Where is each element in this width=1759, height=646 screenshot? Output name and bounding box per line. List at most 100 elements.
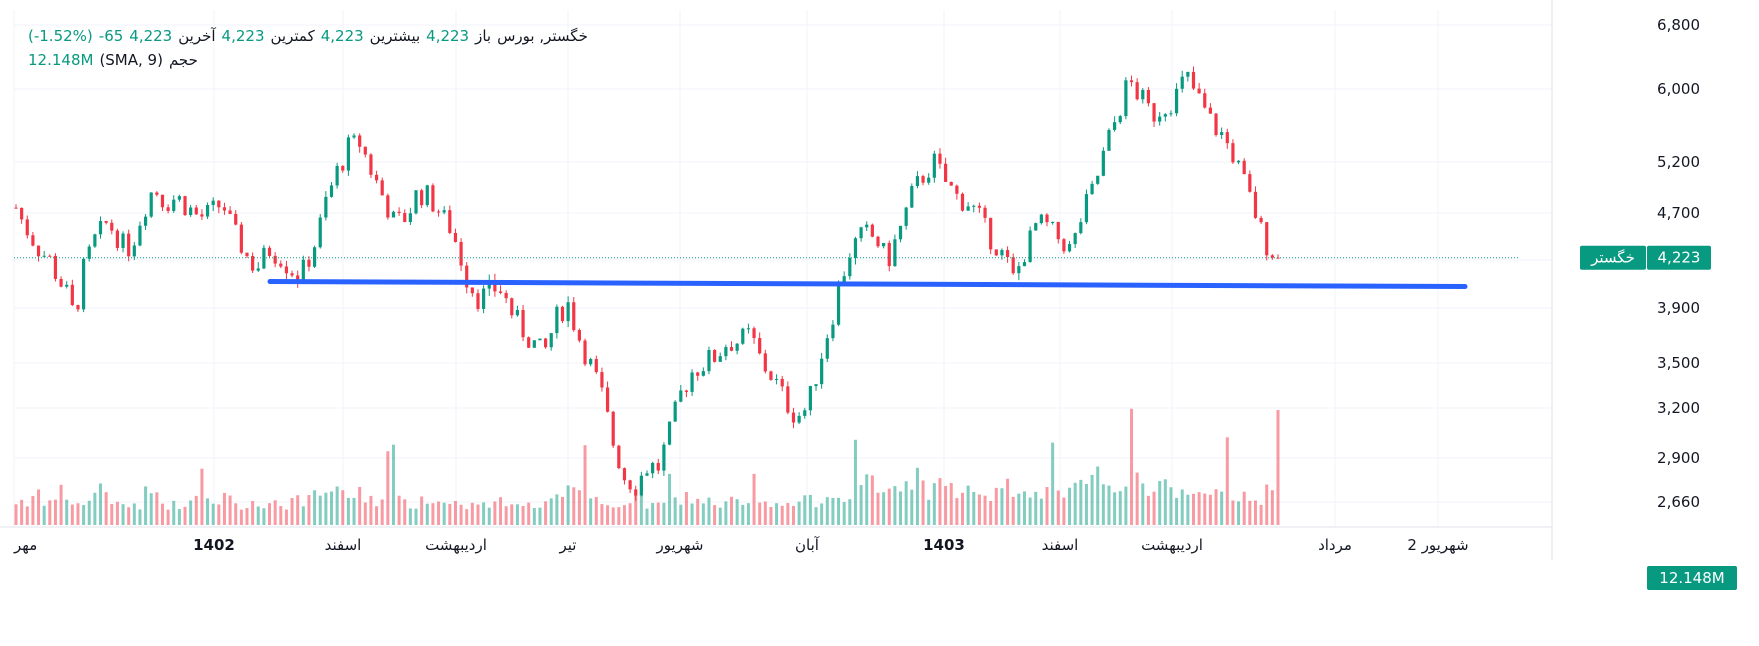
x-tick-label: مرداد <box>1318 536 1352 554</box>
candle-body <box>842 276 846 285</box>
candle-body <box>1107 129 1111 151</box>
volume-bar <box>1186 494 1190 525</box>
volume-bar <box>1017 493 1021 525</box>
volume-bar <box>684 492 688 525</box>
candle-body <box>1017 266 1021 274</box>
volume-bar <box>594 497 598 525</box>
volume-bar <box>566 485 570 525</box>
legend-change-pct: (-1.52%) <box>28 27 93 45</box>
candle-body <box>910 186 914 208</box>
legend-symbol[interactable]: خگستر, بورس <box>497 27 588 45</box>
volume-bar <box>910 489 914 525</box>
price-tags: خگستر 4,223 12.148M <box>1580 245 1737 590</box>
price-tag-value: 4,223 <box>1658 249 1701 267</box>
candle-body <box>127 233 131 257</box>
volume-bar <box>1203 493 1207 525</box>
candle-body <box>25 219 29 236</box>
volume-bar <box>1152 491 1156 525</box>
volume-bar <box>707 497 711 525</box>
x-tick-label: شهریور <box>656 536 704 554</box>
candle-body <box>391 211 396 218</box>
volume-bar <box>487 507 491 525</box>
volume-bar <box>414 508 418 525</box>
volume-bar <box>352 497 356 525</box>
candle-body <box>927 177 931 183</box>
volume-bar <box>510 504 514 525</box>
volume-bar <box>791 505 795 525</box>
volume-bar <box>59 484 63 525</box>
legend-volume-value: 12.148M <box>28 51 94 69</box>
candle-body <box>76 305 80 310</box>
volume-bar <box>572 487 576 525</box>
volume-bar <box>606 505 610 525</box>
volume-bar <box>848 499 852 525</box>
symbol-tag-label: خگستر <box>1590 249 1635 267</box>
candle-body <box>887 242 891 267</box>
volume-bar <box>1253 500 1257 525</box>
volume-bar <box>1158 481 1162 525</box>
volume-bar <box>279 506 283 525</box>
candle-body <box>549 333 553 348</box>
volume-bar <box>825 497 829 525</box>
candle-body <box>335 165 339 186</box>
candle-body <box>1096 175 1100 184</box>
volume-bar <box>1073 482 1077 525</box>
candle-body <box>566 302 570 322</box>
volume-bar <box>1034 491 1038 525</box>
volume-bar <box>775 503 779 525</box>
volume-bar <box>1022 491 1026 525</box>
volume-bar <box>369 495 373 525</box>
candle-body <box>352 135 356 138</box>
candle-body <box>93 234 97 247</box>
volume-bar <box>938 478 942 525</box>
volume-bar <box>713 505 717 525</box>
candle-body <box>865 224 869 228</box>
volume-bar <box>1107 485 1111 525</box>
time-axis[interactable]: مهر 1402 اسفند اردیبهشت تیر شهریور آبان 1403 اسف… <box>13 536 1469 554</box>
candle-body <box>560 306 565 322</box>
support-line[interactable] <box>14 257 1520 290</box>
candle-body <box>651 462 655 474</box>
volume-bar <box>589 498 593 525</box>
volume-bar <box>1141 483 1145 525</box>
volume-bar <box>1197 492 1201 525</box>
volume-bar <box>1068 487 1072 525</box>
candle-body <box>983 207 987 218</box>
candle-body <box>459 241 463 266</box>
legend-volume-params: (SMA, 9) <box>99 51 163 69</box>
volume-bar <box>70 504 74 525</box>
volume-bar <box>532 508 536 525</box>
volume-bar <box>1265 484 1269 525</box>
candle-body <box>318 217 322 248</box>
candle-body <box>538 338 542 341</box>
candle-body <box>160 194 165 208</box>
volume-bar <box>42 505 46 525</box>
candle-body <box>797 415 801 423</box>
legend-high-value: 4,223 <box>320 27 364 45</box>
volume-bar <box>927 499 931 525</box>
legend-close-value: 4,223 <box>129 27 173 45</box>
candle-body <box>605 387 610 412</box>
candle-body <box>1169 113 1173 115</box>
volume-bar <box>397 495 401 525</box>
volume-bar <box>386 451 390 525</box>
volume-bar <box>549 498 553 525</box>
candle-body <box>938 153 942 164</box>
volume-bar <box>989 501 993 525</box>
volume-bar <box>583 445 587 525</box>
candle-body <box>138 225 142 246</box>
support-trendline[interactable] <box>267 279 1468 290</box>
volume-bar <box>211 503 215 525</box>
volume-bar <box>1006 478 1010 525</box>
legend-volume-label[interactable]: حجم <box>168 51 198 69</box>
volume-bar <box>1180 489 1184 525</box>
candle-body <box>876 236 880 247</box>
volume-bar <box>1039 498 1043 525</box>
y-tick-label: 6,800 <box>1657 16 1700 34</box>
candle-body <box>893 239 897 267</box>
volume-bar <box>87 500 91 525</box>
volume-bar <box>234 503 238 525</box>
legend-open-value: 4,223 <box>426 27 470 45</box>
